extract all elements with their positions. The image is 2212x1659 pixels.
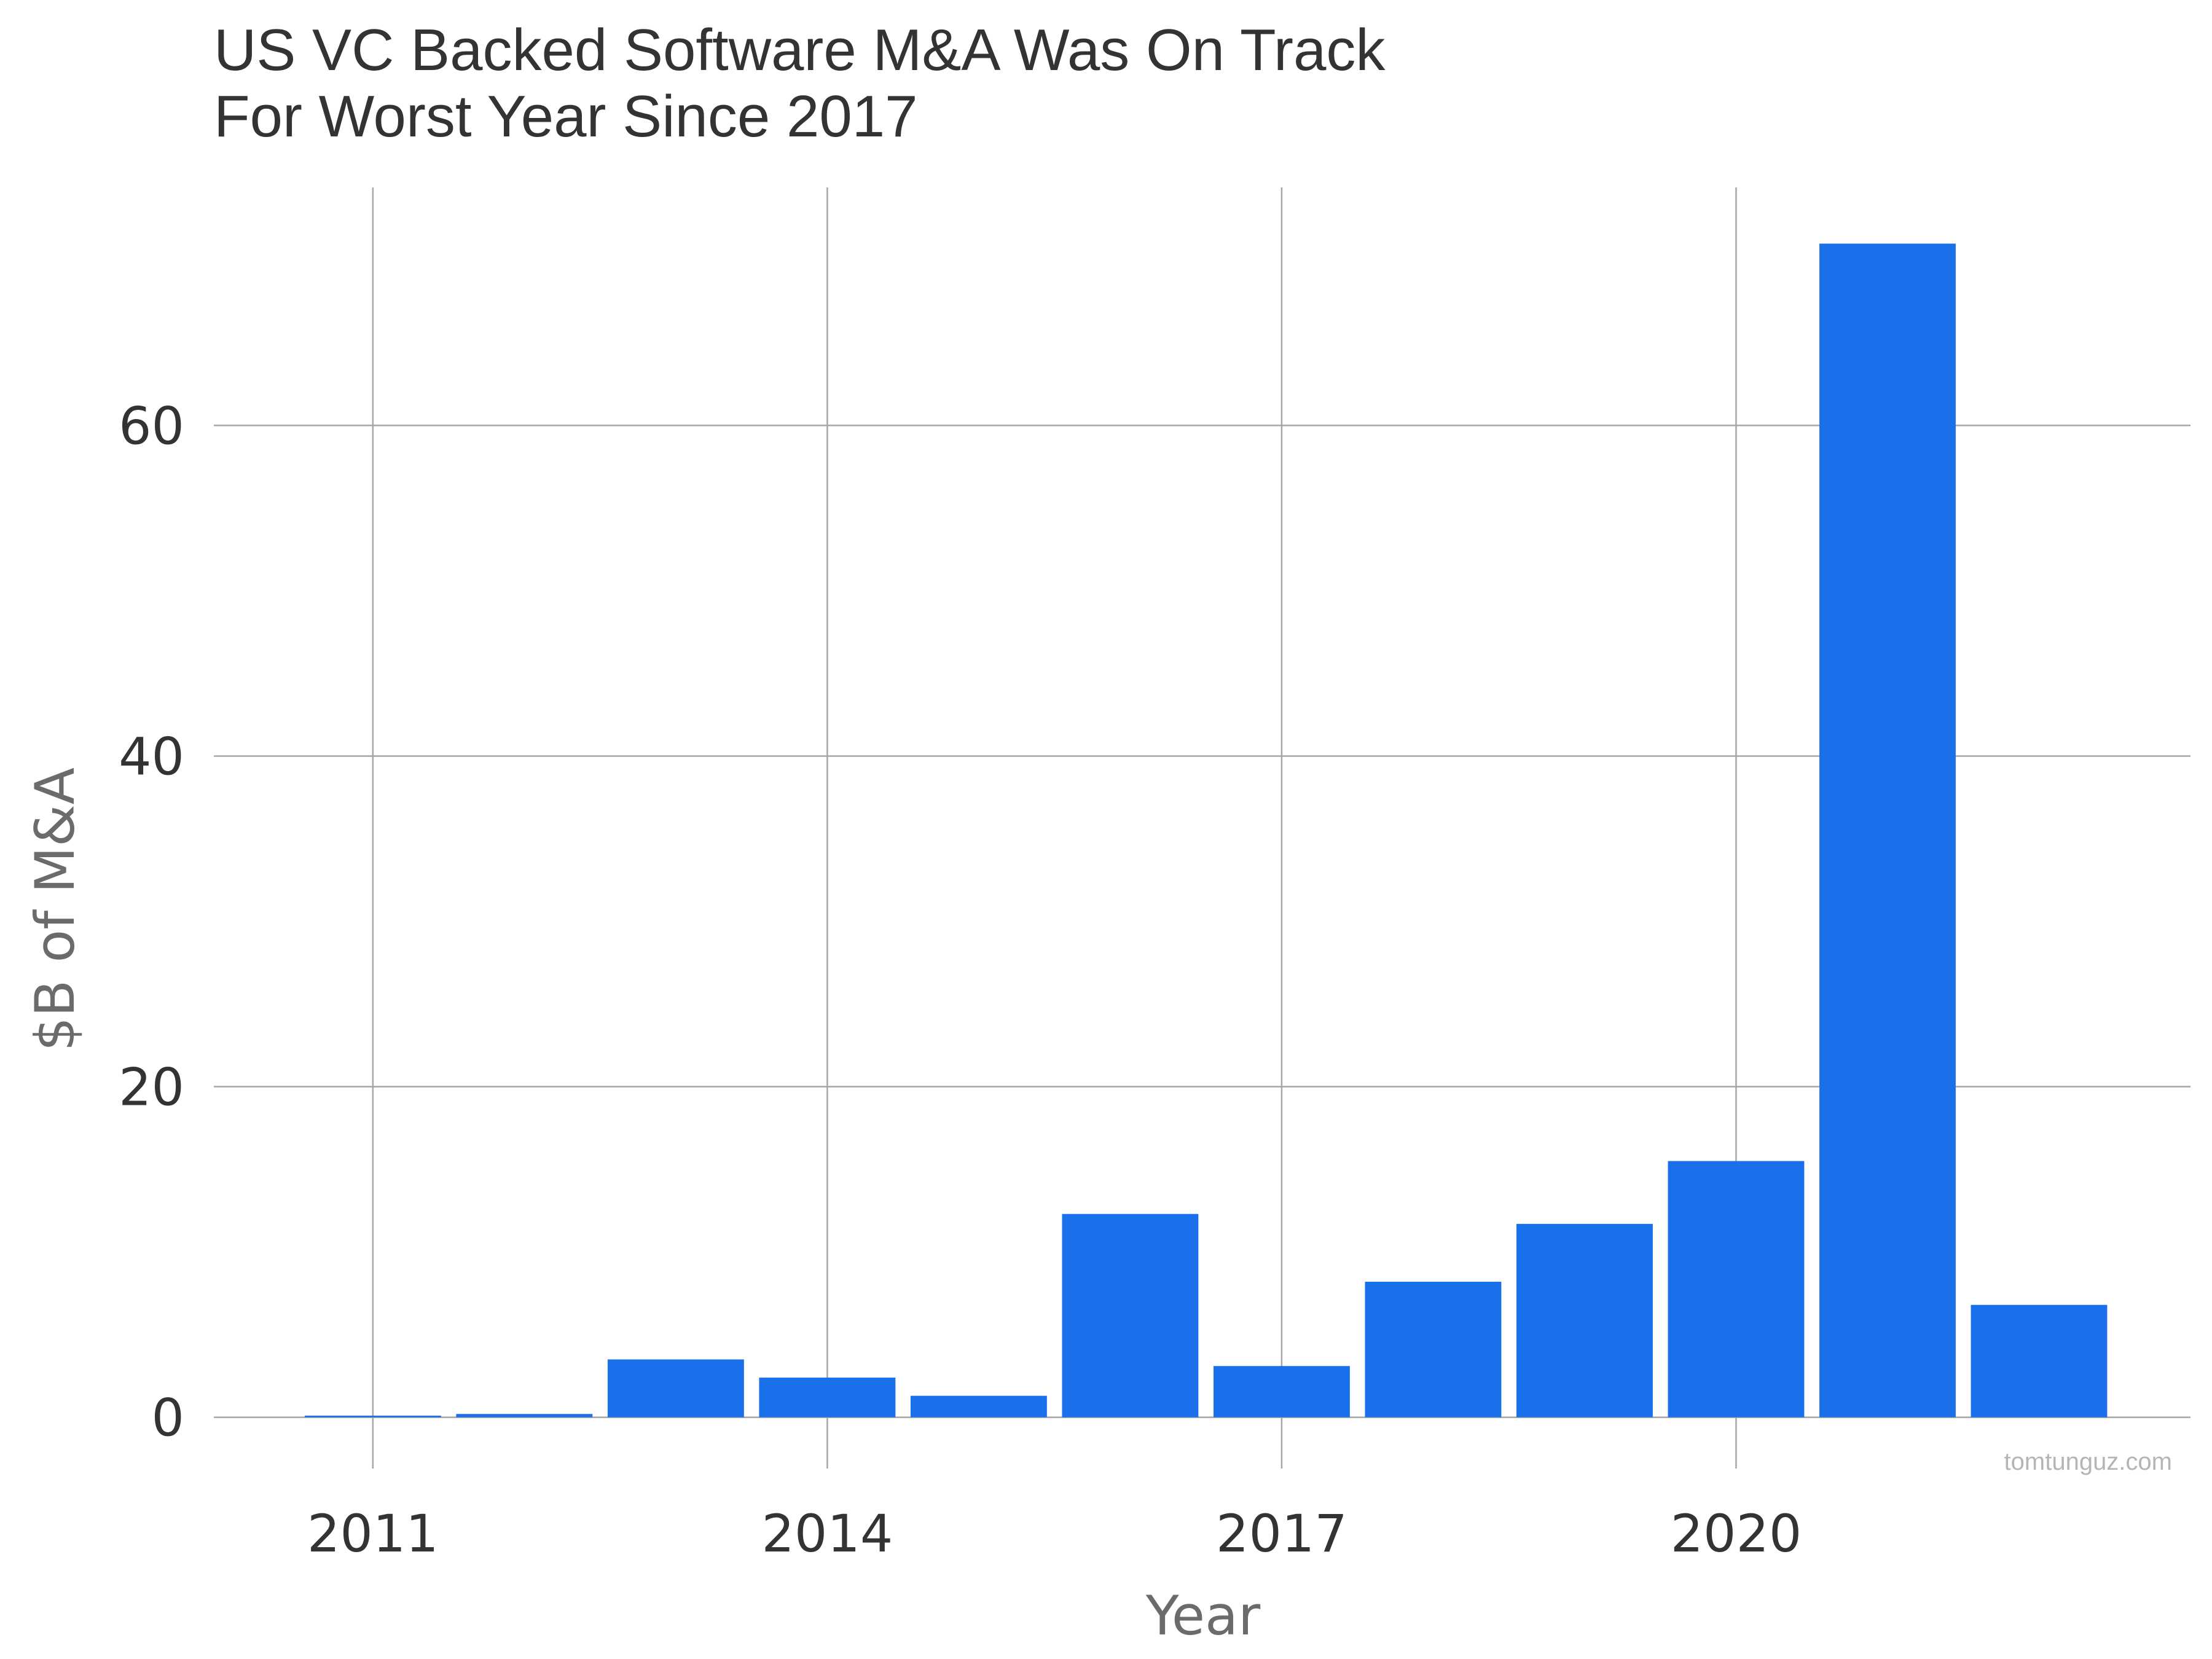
chart-title: US VC Backed Software M&A Was On Track F… bbox=[214, 17, 1385, 150]
bar-2013 bbox=[607, 1359, 744, 1418]
bars bbox=[304, 243, 2108, 1418]
y-tick-label-20: 20 bbox=[119, 1057, 184, 1118]
x-tick-label-2011: 2011 bbox=[307, 1504, 439, 1564]
bar-2016 bbox=[1062, 1214, 1199, 1418]
bar-2011 bbox=[304, 1415, 441, 1418]
y-tick-label-0: 0 bbox=[152, 1388, 184, 1448]
bar-2014 bbox=[759, 1378, 896, 1418]
bar-2019 bbox=[1516, 1223, 1653, 1418]
y-tick-label-40: 40 bbox=[119, 726, 184, 786]
x-axis-title: Year bbox=[1145, 1584, 1261, 1647]
chart-title-line-1: US VC Backed Software M&A Was On Track bbox=[214, 17, 1386, 83]
bar-2022 bbox=[1971, 1304, 2108, 1418]
bar-2021 bbox=[1819, 243, 1956, 1418]
bar-2018 bbox=[1365, 1281, 1502, 1418]
bar-2015 bbox=[910, 1395, 1047, 1418]
bar-2012 bbox=[456, 1414, 593, 1418]
y-axis-title: $B of M&A bbox=[23, 767, 87, 1051]
tick-labels: 0 20 40 60 2011 2014 2017 2020 bbox=[119, 396, 1802, 1564]
x-tick-label-2014: 2014 bbox=[761, 1504, 893, 1564]
bar-2017 bbox=[1213, 1366, 1350, 1418]
x-tick-label-2020: 2020 bbox=[1671, 1504, 1802, 1564]
chart-title-line-2: For Worst Year Since 2017 bbox=[214, 84, 918, 149]
y-tick-label-60: 60 bbox=[119, 396, 184, 456]
bar-2020 bbox=[1668, 1161, 1805, 1418]
x-tick-label-2017: 2017 bbox=[1216, 1504, 1347, 1564]
watermark: tomtunguz.com bbox=[2004, 1448, 2172, 1475]
